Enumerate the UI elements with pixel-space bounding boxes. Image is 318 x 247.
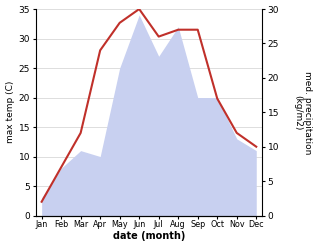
- Y-axis label: med. precipitation
(kg/m2): med. precipitation (kg/m2): [293, 71, 313, 154]
- X-axis label: date (month): date (month): [113, 231, 185, 242]
- Y-axis label: max temp (C): max temp (C): [5, 81, 15, 144]
